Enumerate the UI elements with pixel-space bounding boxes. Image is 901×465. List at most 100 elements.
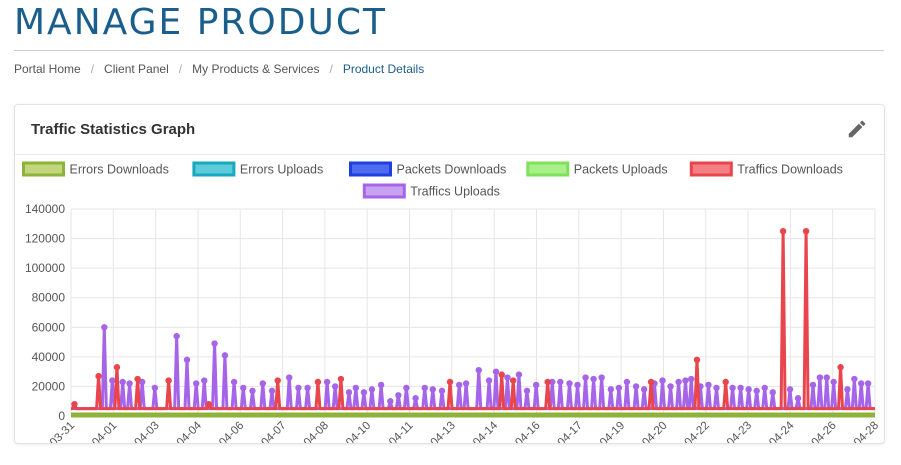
traffics-uploads-point	[211, 340, 218, 347]
traffics-uploads-point	[582, 374, 589, 381]
traffics-uploads-point	[304, 384, 311, 392]
legend-swatch	[349, 161, 392, 177]
traffics-uploads-point	[109, 377, 116, 384]
traffics-uploads-point	[809, 381, 817, 389]
card-header: Traffic Statistics Graph	[15, 105, 884, 155]
y-tick-label: 60000	[32, 320, 66, 334]
x-tick-label: 2019-04-14	[450, 419, 501, 443]
traffics-downloads-point	[95, 372, 102, 380]
traffics-uploads-point	[532, 381, 540, 389]
traffics-uploads-point	[675, 378, 682, 386]
x-tick-label: 2019-04-01	[69, 420, 119, 443]
legend-label: Errors Downloads	[70, 163, 169, 177]
breadcrumb-separator: /	[90, 62, 95, 76]
y-tick-label: 40000	[32, 350, 66, 364]
traffics-downloads-point	[510, 377, 517, 384]
traffics-uploads-point	[549, 378, 556, 386]
traffics-downloads-point	[779, 227, 787, 235]
traffics-uploads-point	[429, 386, 436, 393]
x-tick-label: 2019-04-26	[789, 420, 839, 443]
traffics-uploads-point	[126, 380, 133, 387]
traffic-chart: Errors Downloads Errors Uploads Packets Do…	[15, 155, 884, 465]
breadcrumb-my-products[interactable]: My Products & Services	[192, 62, 320, 76]
legend-label: Packets Downloads	[397, 163, 507, 177]
traffics-downloads-point	[314, 378, 322, 386]
traffics-uploads-point	[230, 378, 238, 386]
title-divider	[14, 50, 884, 51]
traffics-uploads-point	[345, 389, 353, 396]
breadcrumb: Portal Home / Client Panel / My Products…	[14, 62, 424, 76]
traffics-uploads-point	[713, 384, 720, 392]
traffics-uploads-point	[173, 332, 180, 340]
traffics-uploads-point	[395, 392, 402, 399]
traffics-uploads-point	[492, 368, 500, 375]
y-tick-label: 80000	[32, 291, 66, 305]
traffics-uploads-point	[844, 386, 851, 393]
traffics-uploads-point	[761, 384, 768, 392]
x-tick-label: 2019-04-17	[535, 420, 585, 443]
breadcrumb-separator: /	[178, 62, 183, 76]
traffics-uploads-point	[632, 383, 640, 390]
x-tick-label: 2019-04-28	[831, 420, 881, 443]
x-tick-label: 2019-04-23	[704, 420, 754, 443]
traffics-uploads-point	[786, 386, 794, 393]
traffics-uploads-point	[523, 387, 531, 395]
traffics-uploads-point	[858, 380, 865, 387]
traffics-uploads-point	[590, 375, 597, 383]
x-tick-label: 2019-04-07	[239, 420, 289, 443]
breadcrumb-client-panel[interactable]: Client Panel	[104, 62, 169, 76]
x-tick-label: 2019-04-11	[366, 420, 415, 443]
y-tick-label: 20000	[32, 379, 66, 393]
traffics-uploads-point	[823, 374, 830, 381]
legend-swatch	[192, 161, 236, 177]
traffics-uploads-point	[456, 381, 463, 389]
traffics-downloads-point	[274, 377, 281, 384]
traffics-uploads-point	[607, 386, 615, 393]
breadcrumb-portal-home[interactable]: Portal Home	[14, 62, 81, 76]
traffics-uploads-point	[412, 395, 419, 402]
traffics-uploads-point	[151, 384, 159, 392]
traffics-uploads-point	[462, 380, 470, 387]
traffics-uploads-line	[71, 325, 875, 411]
x-tick-label: 2019-04-03	[112, 420, 162, 443]
traffics-uploads-point	[667, 383, 674, 390]
traffics-uploads-point	[794, 395, 802, 402]
traffics-uploads-point	[830, 378, 837, 386]
traffic-chart-svg: Errors Downloads Errors Uploads Packets Do…	[22, 161, 881, 465]
traffics-uploads-point	[729, 384, 736, 392]
traffics-downloads-point	[647, 378, 655, 386]
x-tick-label: 2019-04-10	[323, 420, 373, 443]
traffics-uploads-point	[183, 356, 191, 364]
traffics-uploads-point	[403, 384, 410, 392]
card-title: Traffic Statistics Graph	[31, 121, 196, 138]
traffic-statistics-card: Traffic Statistics Graph Errors Download…	[14, 104, 885, 465]
traffics-downloads-point	[165, 377, 172, 384]
x-tick-label: 2019-04-08	[281, 420, 331, 443]
traffics-uploads-point	[615, 384, 623, 392]
traffics-uploads-point	[438, 387, 446, 395]
x-tick-label: 2019-04-22	[662, 420, 712, 443]
traffics-uploads-point	[598, 374, 605, 381]
traffics-uploads-point	[737, 384, 744, 392]
page-title: MANAGE PRODUCT	[14, 2, 387, 43]
traffics-uploads-point	[851, 375, 858, 383]
legend-label: Errors Uploads	[240, 163, 323, 177]
traffics-uploads-point	[201, 377, 208, 384]
traffics-downloads-point	[802, 227, 810, 235]
traffics-downloads-point	[71, 400, 78, 408]
x-tick-label: 2019-04-20	[619, 420, 669, 443]
traffics-uploads-point	[295, 384, 302, 392]
breadcrumb-separator: /	[329, 62, 333, 76]
traffics-downloads-line	[70, 229, 875, 411]
traffics-downloads-point	[205, 400, 213, 408]
x-tick-label: 2019-04-16	[493, 420, 543, 443]
traffics-uploads-point	[139, 378, 146, 386]
traffics-downloads-point	[337, 375, 345, 383]
pencil-icon[interactable]	[846, 118, 868, 140]
traffics-uploads-point	[864, 380, 872, 387]
traffics-uploads-point	[360, 389, 368, 396]
legend-swatch	[362, 183, 406, 199]
traffics-downloads-point	[498, 371, 505, 378]
traffics-uploads-point	[421, 384, 428, 392]
traffics-uploads-point	[268, 387, 276, 395]
